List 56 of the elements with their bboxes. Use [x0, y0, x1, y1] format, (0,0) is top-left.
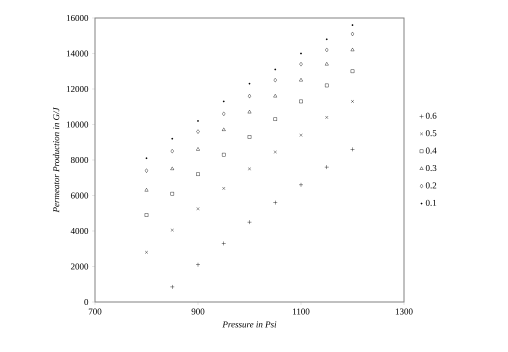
point	[196, 172, 200, 176]
y-tick-label: 10000	[66, 121, 88, 128]
legend-label: 0.4	[426, 148, 437, 154]
point	[274, 78, 277, 82]
x-axis-title: Pressure in Psi	[222, 321, 276, 328]
point	[222, 152, 226, 156]
y-tick-label: 2000	[70, 263, 88, 270]
y-tick-label: 4000	[70, 228, 88, 234]
legend-label: 0.5	[426, 130, 436, 136]
y-tick-label: 16000	[66, 14, 88, 22]
point	[325, 48, 328, 52]
point	[222, 241, 226, 246]
point	[299, 78, 303, 82]
point	[350, 69, 354, 74]
point	[299, 100, 303, 104]
point	[273, 94, 278, 98]
point	[144, 188, 148, 192]
point	[299, 62, 303, 66]
x-tick-label: 1100	[292, 308, 310, 315]
y-tick-label: 8000	[70, 156, 88, 164]
point	[248, 110, 252, 114]
point	[222, 112, 226, 116]
point	[273, 200, 278, 205]
x-tick-label: 900	[192, 308, 204, 315]
point	[350, 32, 354, 36]
point	[196, 129, 200, 134]
point	[350, 147, 355, 152]
point	[222, 128, 226, 132]
point	[144, 213, 148, 217]
y-tick-label: 0	[84, 298, 88, 306]
y-axis-title: Permeator Production in G/J	[52, 107, 60, 213]
y-tick-label: 12000	[66, 86, 88, 92]
point	[273, 117, 278, 121]
point	[196, 147, 200, 151]
point	[248, 135, 252, 139]
point	[170, 284, 174, 290]
x-tick-label: 700	[88, 308, 102, 315]
y-tick-label: 14000	[66, 50, 88, 57]
point	[170, 148, 174, 154]
legend-label: 0.1	[426, 200, 436, 206]
legend-label: 0.3	[426, 164, 436, 172]
point	[196, 262, 200, 267]
point	[170, 166, 174, 170]
legend-label: 0.6	[426, 112, 436, 119]
point	[248, 94, 252, 98]
point	[144, 168, 148, 173]
point	[324, 84, 329, 88]
legend-label: 0.2	[426, 182, 436, 188]
point	[350, 48, 354, 52]
point	[170, 192, 174, 196]
point	[298, 182, 304, 188]
y-tick-label: 6000	[70, 192, 88, 199]
point	[247, 220, 252, 224]
point	[324, 62, 329, 66]
x-tick-label: 1300	[396, 308, 413, 315]
point	[324, 164, 329, 170]
